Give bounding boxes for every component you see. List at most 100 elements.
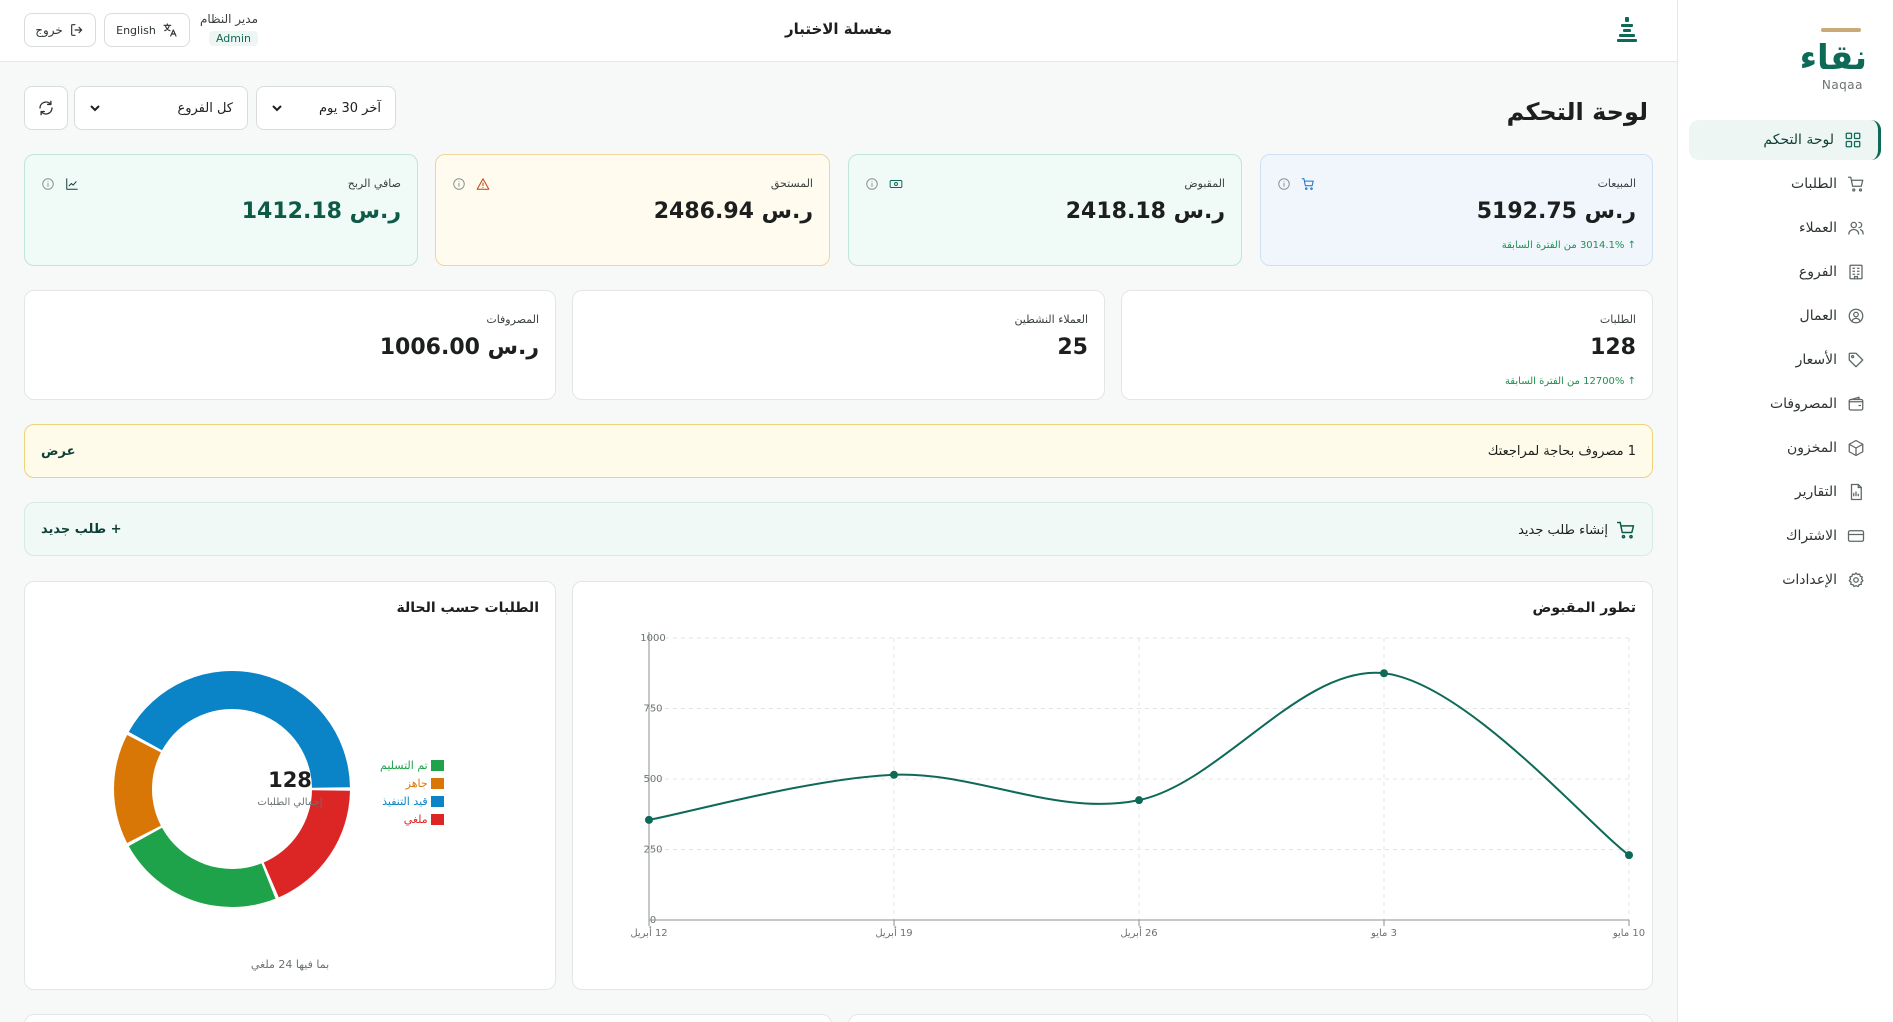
alert-text: 1 مصروف بحاجة لمراجعتك xyxy=(1487,444,1636,459)
business-name: مغسلة الاختبار xyxy=(784,20,893,38)
users-icon xyxy=(1848,221,1864,235)
period-select-value: آخر 30 يوم xyxy=(318,100,381,116)
stat-change: ↑ 3014.1% من الفترة السابقة xyxy=(1501,240,1636,251)
stat-value: ر.س 2418.18 xyxy=(1065,199,1225,224)
sidebar-item-workers[interactable]: العمال xyxy=(1689,296,1881,336)
stat-card-sales: المبيعات ر.س 5192.75 ↑ 3014.1% من الفترة… xyxy=(1260,154,1653,266)
stat-label: المستحق xyxy=(770,177,813,190)
cart-icon xyxy=(1616,521,1635,539)
data-point xyxy=(890,770,898,779)
series-line xyxy=(648,671,1630,856)
sidebar-item-reports[interactable]: التقارير xyxy=(1689,472,1881,512)
branch-select-value: كل الفروع xyxy=(177,100,233,116)
brand-accent-bar xyxy=(1821,28,1861,32)
donut-slice xyxy=(263,790,350,898)
sidebar-item-customers[interactable]: العملاء xyxy=(1689,208,1881,248)
legend-label: ملغي xyxy=(403,812,428,826)
chart-title: الطلبات حسب الحالة xyxy=(396,600,539,616)
donut-center-label: إجمالي الطلبات xyxy=(257,797,323,808)
stat-icons xyxy=(865,177,903,191)
building-icon xyxy=(1849,264,1863,280)
orders-by-status-card: الطلبات حسب الحالة xyxy=(24,581,556,990)
sidebar-item-label: الطلبات xyxy=(1791,176,1837,192)
sidebar-item-label: التقارير xyxy=(1794,484,1837,500)
donut-center-value: 128 xyxy=(268,768,312,792)
sidebar-item-settings[interactable]: الإعدادات xyxy=(1689,560,1881,600)
info-icon[interactable] xyxy=(865,177,879,191)
cash-icon xyxy=(889,180,903,188)
box-icon xyxy=(1848,439,1864,457)
donut-slice xyxy=(128,671,350,788)
trend-chart-icon xyxy=(66,178,78,190)
stat-value: ر.س 5192.75 xyxy=(1476,199,1636,224)
logout-label: خروج xyxy=(35,23,63,37)
dashboard-grid-icon xyxy=(1845,132,1861,148)
x-tick-label: 19 أبريل xyxy=(875,926,912,939)
sidebar-item-inventory[interactable]: المخزون xyxy=(1689,428,1881,468)
refresh-button[interactable] xyxy=(24,86,68,130)
chevron-down-icon xyxy=(272,105,282,112)
cart-icon xyxy=(1301,178,1314,190)
x-tick-label: 10 مايو xyxy=(1612,928,1645,939)
bottom-card-right xyxy=(848,1014,1653,1022)
branch-select[interactable]: كل الفروع xyxy=(74,86,248,130)
info-icon[interactable] xyxy=(1277,177,1291,191)
donut-footnote: بما فيها 24 ملغي xyxy=(250,958,330,971)
quick-action-text: إنشاء طلب جديد xyxy=(1518,522,1608,538)
info-icon[interactable] xyxy=(41,177,55,191)
cart-icon xyxy=(1847,176,1864,192)
legend-swatch xyxy=(430,795,444,807)
sidebar-item-expenses[interactable]: المصروفات xyxy=(1689,384,1881,424)
language-label: English xyxy=(116,23,156,37)
x-tick-label: 12 أبريل xyxy=(630,926,667,939)
sidebar-item-label: المصروفات xyxy=(1769,396,1837,412)
language-toggle-button[interactable]: English xyxy=(104,13,190,47)
user-info: مدير النظام Admin xyxy=(196,11,258,46)
sidebar-item-orders[interactable]: الطلبات xyxy=(1689,164,1881,204)
stat-value: 25 xyxy=(1057,335,1088,360)
donut-slice xyxy=(128,827,276,907)
sidebar-item-prices[interactable]: الأسعار xyxy=(1689,340,1881,380)
alert-view-link[interactable]: عرض xyxy=(41,444,76,459)
expense-review-alert: 1 مصروف بحاجة لمراجعتك عرض xyxy=(24,424,1653,478)
period-select[interactable]: آخر 30 يوم xyxy=(256,86,396,130)
sidebar-item-subscription[interactable]: الاشتراك xyxy=(1689,516,1881,556)
warning-icon xyxy=(476,178,490,190)
logout-button[interactable]: خروج xyxy=(24,13,96,47)
legend-label: تم التسليم xyxy=(380,758,428,772)
y-tick-label: 1000 xyxy=(640,633,665,644)
orders-status-donut-chart xyxy=(113,671,350,907)
sidebar-item-branches[interactable]: الفروع xyxy=(1689,252,1881,292)
donut-legend: تم التسليم جاهز قيد التنفيذ ملغي xyxy=(380,756,444,828)
y-tick-label: 250 xyxy=(643,845,662,856)
stat-label: المقبوض xyxy=(1184,177,1225,190)
sidebar-nav: لوحة التحكم الطلبات العملاء الفروع العما… xyxy=(1689,120,1881,604)
chart-title: تطور المقبوض xyxy=(1532,600,1636,616)
legend-swatch xyxy=(430,813,444,825)
logout-icon xyxy=(70,24,83,36)
info-icon[interactable] xyxy=(452,177,466,191)
chevron-down-icon xyxy=(90,105,100,112)
data-point xyxy=(1135,796,1143,805)
tag-icon xyxy=(1848,352,1864,368)
sidebar-item-label: الفروع xyxy=(1798,264,1837,280)
credit-card-icon xyxy=(1847,530,1865,542)
legend-item: تم التسليم xyxy=(380,756,444,774)
stat-card-orders: الطلبات 128 ↑ 12700% من الفترة السابقة xyxy=(1121,290,1653,400)
stat-icons xyxy=(41,177,79,191)
stat-label: الطلبات xyxy=(1599,313,1636,326)
refresh-icon xyxy=(39,100,53,116)
legend-item: قيد التنفيذ xyxy=(380,792,444,810)
new-order-button[interactable]: + طلب جديد xyxy=(41,522,122,537)
sidebar-item-dashboard[interactable]: لوحة التحكم xyxy=(1689,120,1881,160)
stat-value: ر.س 2486.94 xyxy=(653,199,813,224)
legend-label: جاهز xyxy=(405,776,428,790)
stat-label: العملاء النشطين xyxy=(1014,313,1088,326)
stat-card-active-customers: العملاء النشطين 25 xyxy=(572,290,1105,400)
legend-item: جاهز xyxy=(380,774,444,792)
x-tick-label: 26 أبريل xyxy=(1120,926,1157,939)
stat-icons xyxy=(452,177,490,191)
app-logo-icon xyxy=(1617,17,1637,42)
